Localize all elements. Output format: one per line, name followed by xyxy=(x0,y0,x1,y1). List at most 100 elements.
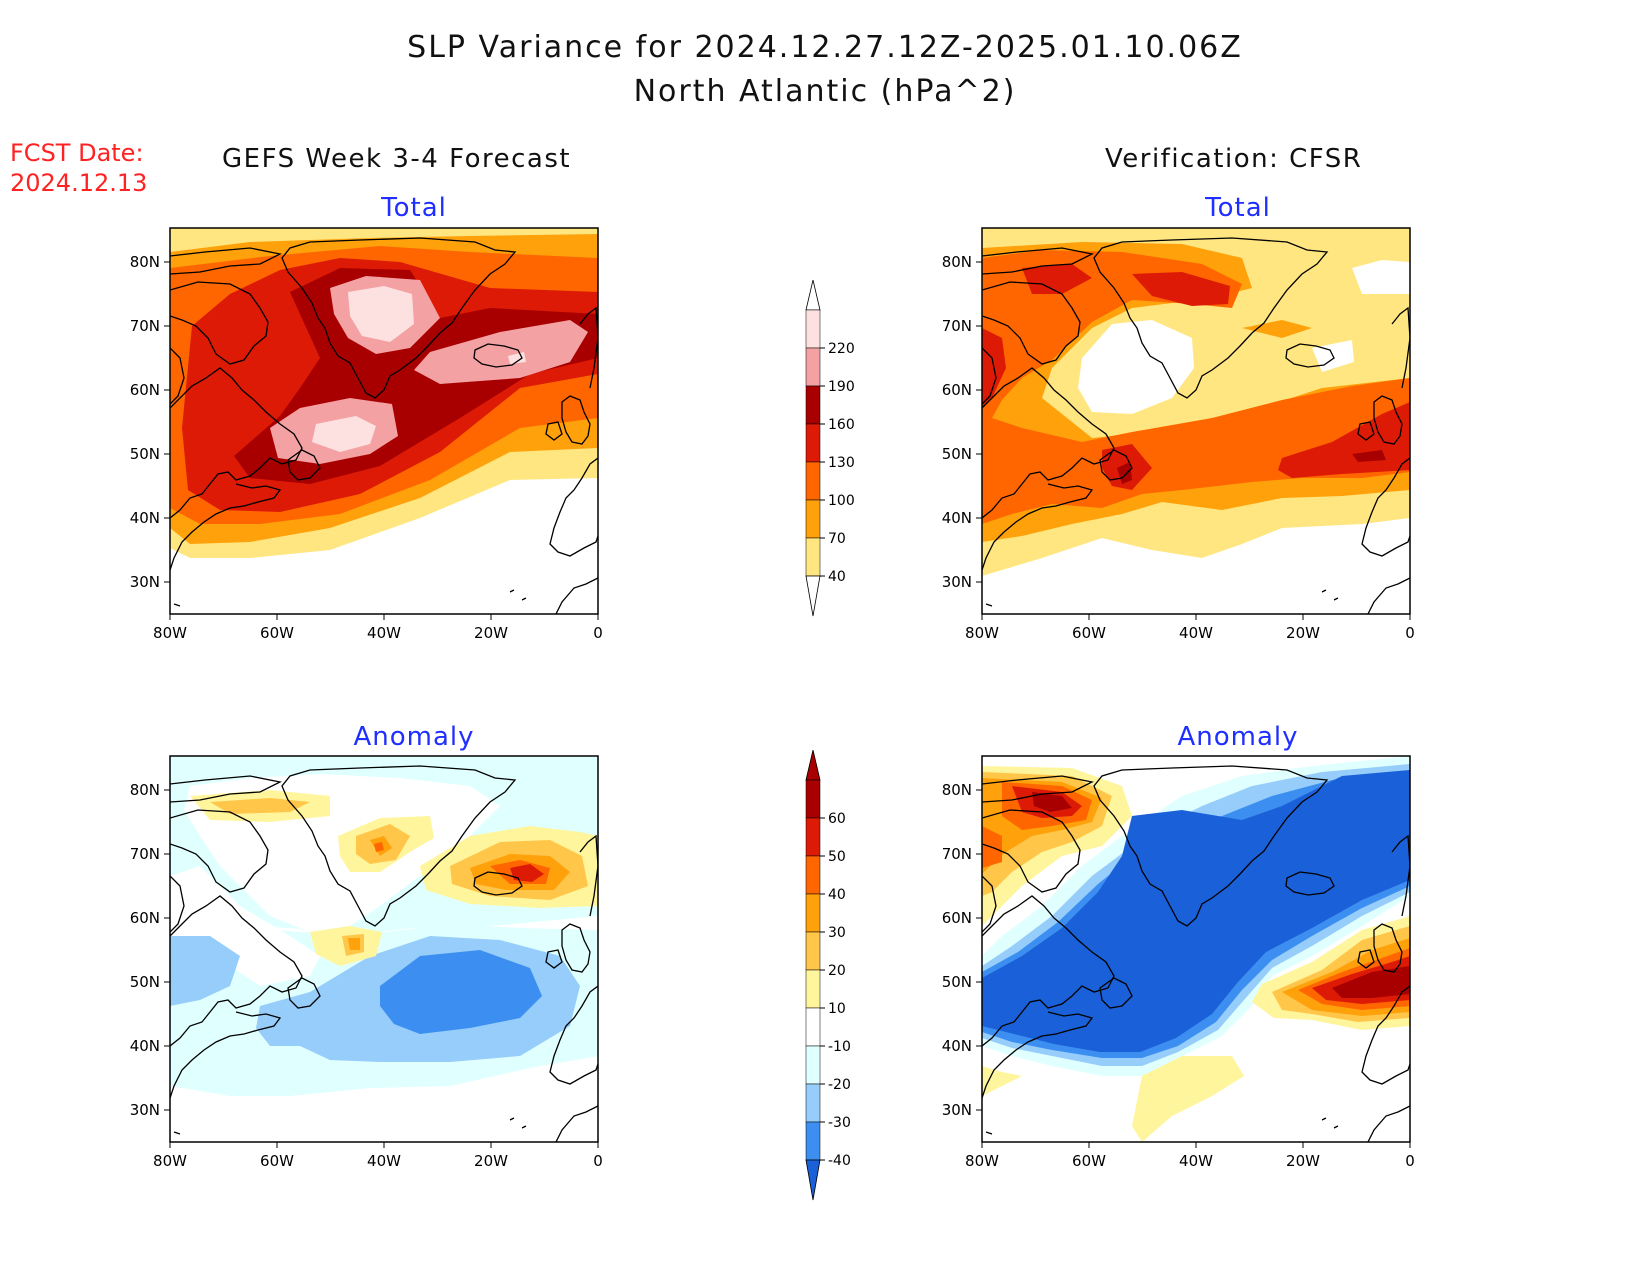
lon-label: 80W xyxy=(965,1152,999,1170)
lat-label: 80N xyxy=(130,253,160,271)
lat-label: 40N xyxy=(942,1037,972,1055)
lon-ticks xyxy=(981,614,1411,620)
colorbar-label: -30 xyxy=(828,1115,851,1131)
lat-label: 60N xyxy=(942,909,972,927)
lon-label: 40W xyxy=(367,624,401,642)
forecast-column-title: GEFS Week 3-4 Forecast xyxy=(222,144,572,174)
lat-label: 30N xyxy=(130,573,160,591)
lat-label: 70N xyxy=(130,845,160,863)
lon-label: 20W xyxy=(474,624,508,642)
colorbar-label: 100 xyxy=(828,493,855,509)
forecast-total-title: Total xyxy=(381,193,447,223)
colorbar-label: 60 xyxy=(828,811,846,827)
main-title-line1: SLP Variance for 2024.12.27.12Z-2025.01.… xyxy=(407,30,1243,65)
lon-ticks xyxy=(981,1142,1411,1148)
lat-label: 50N xyxy=(942,973,972,991)
main-title-line2: North Atlantic (hPa^2) xyxy=(633,74,1017,109)
colorbar-swatch xyxy=(805,499,821,539)
lat-label: 30N xyxy=(130,1101,160,1119)
contour-50 xyxy=(510,864,544,882)
colorbar-top-arrow xyxy=(805,280,821,311)
lon-label: 0 xyxy=(1405,624,1415,642)
lat-label: 60N xyxy=(130,909,160,927)
lon-label: 60W xyxy=(1072,1152,1106,1170)
colorbar-label: 50 xyxy=(828,849,846,865)
contour-40 xyxy=(374,842,550,884)
colorbar-label: 220 xyxy=(828,341,855,357)
verification-column-title: Verification: CFSR xyxy=(1105,144,1363,174)
colorbar-label: 130 xyxy=(828,455,855,471)
lon-label: 60W xyxy=(260,624,294,642)
colorbar-swatch xyxy=(805,1045,821,1085)
lat-label: 70N xyxy=(942,317,972,335)
colorbar-swatch xyxy=(805,385,821,425)
colorbar-swatch xyxy=(805,423,821,463)
contour-neg40 xyxy=(982,770,1410,1052)
colorbar-swatch xyxy=(805,931,821,971)
lon-label: 0 xyxy=(1405,1152,1415,1170)
colorbar-swatch xyxy=(805,817,821,857)
verif-total-map: 80N 70N 60N 50N 40N 30N 80W 60W 40W 20W … xyxy=(942,227,1415,642)
colorbar-top-arrow xyxy=(805,750,821,781)
anomaly-colorbar: 60 50 40 30 20 10 -10 -20 -30 -40 xyxy=(805,750,851,1201)
lon-label: 0 xyxy=(593,624,603,642)
lat-label: 70N xyxy=(942,845,972,863)
colorbar-swatch xyxy=(805,855,821,895)
colorbar-label: 20 xyxy=(828,963,846,979)
lon-label: 80W xyxy=(153,624,187,642)
contour-160 xyxy=(1117,450,1386,484)
lat-label: 50N xyxy=(942,445,972,463)
lat-label: 70N xyxy=(130,317,160,335)
lat-ticks xyxy=(164,261,170,583)
lat-label: 50N xyxy=(130,973,160,991)
lon-ticks xyxy=(169,1142,599,1148)
lat-label: 60N xyxy=(130,381,160,399)
lat-label: 40N xyxy=(942,509,972,527)
colorbar-swatch xyxy=(805,969,821,1009)
lat-label: 30N xyxy=(942,1101,972,1119)
contour-neg30 xyxy=(380,950,542,1034)
lat-label: 50N xyxy=(130,445,160,463)
colorbar-label: 70 xyxy=(828,531,846,547)
colorbar-swatch xyxy=(805,309,821,349)
lat-label: 30N xyxy=(942,573,972,591)
verif-total-title: Total xyxy=(1205,193,1271,223)
colorbar-swatch xyxy=(805,347,821,387)
lon-label: 20W xyxy=(1286,1152,1320,1170)
lon-label: 80W xyxy=(153,1152,187,1170)
fcst-date-value: 2024.12.13 xyxy=(10,169,148,197)
lat-ticks xyxy=(164,789,170,1111)
colorbar-bottom-arrow xyxy=(805,1159,821,1201)
lat-label: 60N xyxy=(942,381,972,399)
colorbar-label: 10 xyxy=(828,1001,846,1017)
lat-label: 80N xyxy=(130,781,160,799)
lat-label: 40N xyxy=(130,1037,160,1055)
lon-ticks xyxy=(169,614,599,620)
lat-label: 40N xyxy=(130,509,160,527)
total-colorbar: 220 190 160 130 100 70 40 xyxy=(805,280,855,617)
colorbar-swatch xyxy=(805,893,821,933)
verif-anomaly-map: 80N 70N 60N 50N 40N 30N 80W 60W 40W 20W … xyxy=(942,755,1415,1170)
lat-ticks xyxy=(976,789,982,1111)
lon-label: 20W xyxy=(1286,624,1320,642)
fcst-date-label: FCST Date: xyxy=(10,139,144,167)
colorbar-swatch xyxy=(805,779,821,819)
lon-label: 60W xyxy=(1072,624,1106,642)
lon-label: 20W xyxy=(474,1152,508,1170)
colorbar-label: -40 xyxy=(828,1153,851,1169)
verif-anomaly-title: Anomaly xyxy=(1177,722,1299,752)
lon-label: 40W xyxy=(1179,624,1213,642)
colorbar-swatch xyxy=(805,537,821,577)
lat-label: 80N xyxy=(942,781,972,799)
forecast-anomaly-map: 80N 70N 60N 50N 40N 30N 80W 60W 40W 20W … xyxy=(130,755,603,1170)
colorbar-swatch xyxy=(805,1007,821,1047)
colorbar-label: -10 xyxy=(828,1039,851,1055)
lon-label: 60W xyxy=(260,1152,294,1170)
colorbar-label: 160 xyxy=(828,417,855,433)
colorbar-label: 30 xyxy=(828,925,846,941)
colorbar-label: -20 xyxy=(828,1077,851,1093)
forecast-total-map: 80N 70N 60N 50N 40N 30N 80W 60W 40W 20W … xyxy=(130,227,603,642)
contour-220 xyxy=(312,286,526,452)
lat-ticks xyxy=(976,261,982,583)
lon-label: 80W xyxy=(965,624,999,642)
